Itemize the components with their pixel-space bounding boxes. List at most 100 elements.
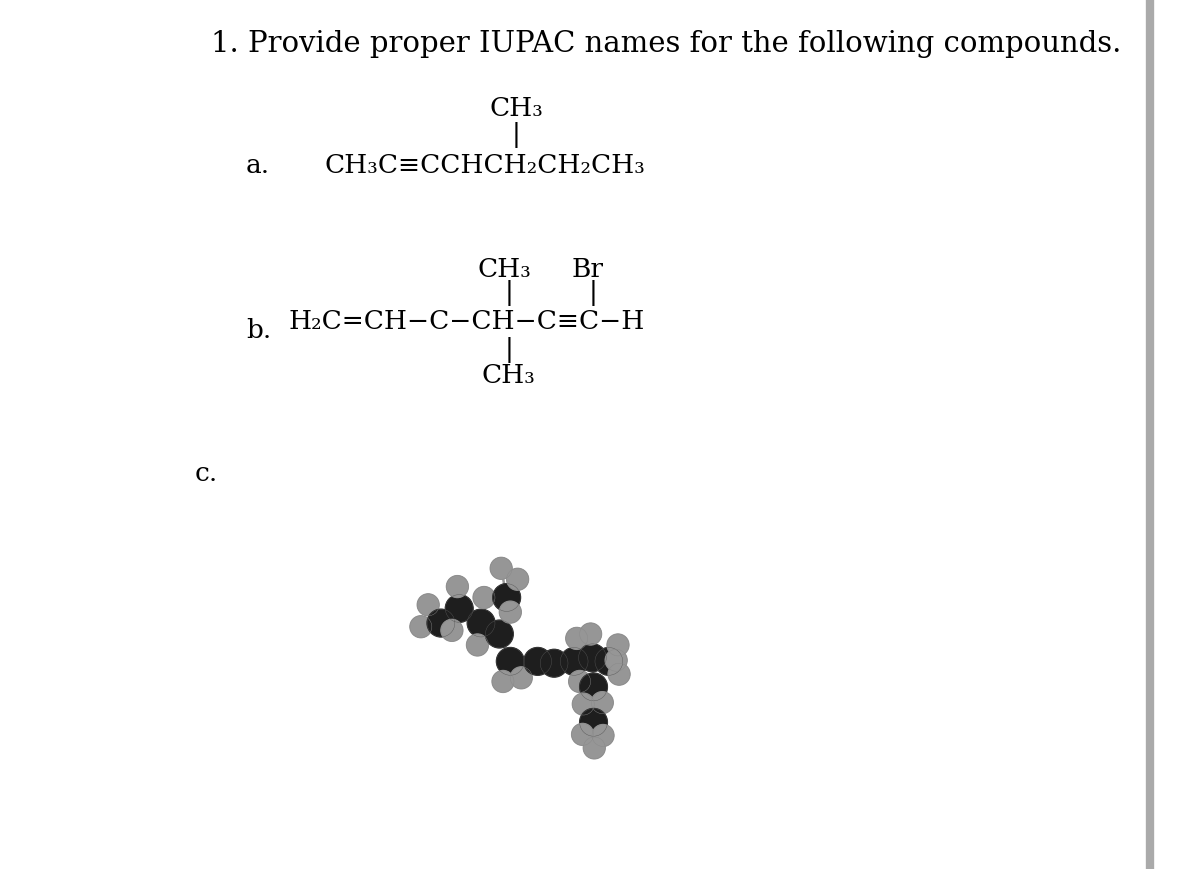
Circle shape — [590, 717, 599, 725]
Circle shape — [499, 564, 505, 570]
Circle shape — [505, 654, 517, 667]
Circle shape — [472, 613, 492, 632]
Circle shape — [508, 569, 528, 589]
Circle shape — [478, 642, 480, 645]
Circle shape — [492, 671, 514, 693]
Circle shape — [484, 594, 487, 598]
Circle shape — [589, 680, 600, 691]
Circle shape — [589, 652, 599, 661]
Circle shape — [500, 565, 505, 569]
Circle shape — [614, 668, 625, 679]
Circle shape — [575, 726, 592, 742]
Circle shape — [576, 676, 586, 685]
Circle shape — [550, 656, 562, 668]
Circle shape — [455, 582, 462, 588]
Circle shape — [511, 572, 526, 586]
Circle shape — [580, 699, 589, 707]
Circle shape — [497, 674, 510, 687]
Circle shape — [421, 597, 436, 612]
Circle shape — [482, 594, 488, 599]
Circle shape — [493, 626, 508, 640]
Circle shape — [587, 650, 600, 664]
Circle shape — [505, 593, 511, 600]
Circle shape — [439, 618, 446, 625]
Circle shape — [446, 596, 472, 620]
Circle shape — [419, 594, 438, 614]
Circle shape — [575, 694, 593, 713]
Circle shape — [493, 584, 520, 611]
Circle shape — [593, 719, 598, 723]
Circle shape — [530, 653, 547, 669]
Circle shape — [420, 596, 437, 614]
Circle shape — [419, 595, 438, 614]
Circle shape — [508, 595, 509, 596]
Circle shape — [590, 742, 600, 752]
Circle shape — [427, 601, 432, 606]
Circle shape — [512, 573, 524, 585]
Circle shape — [510, 609, 514, 613]
Circle shape — [496, 627, 505, 638]
Circle shape — [443, 620, 462, 640]
Circle shape — [419, 623, 425, 628]
Circle shape — [618, 670, 623, 676]
Circle shape — [607, 651, 625, 669]
Circle shape — [438, 617, 448, 627]
Circle shape — [479, 591, 491, 602]
Circle shape — [614, 656, 620, 662]
Circle shape — [617, 641, 622, 647]
Circle shape — [574, 673, 587, 688]
Circle shape — [594, 726, 612, 745]
Circle shape — [511, 572, 524, 585]
Circle shape — [456, 602, 466, 612]
Circle shape — [418, 622, 426, 629]
Circle shape — [499, 649, 522, 673]
Circle shape — [587, 628, 596, 638]
Circle shape — [510, 608, 514, 613]
Circle shape — [414, 619, 430, 634]
Circle shape — [587, 713, 602, 729]
Circle shape — [425, 600, 433, 608]
Circle shape — [449, 598, 470, 619]
Circle shape — [448, 624, 458, 635]
Circle shape — [418, 621, 426, 630]
Circle shape — [476, 589, 492, 605]
Circle shape — [600, 652, 618, 670]
Circle shape — [616, 657, 619, 661]
Circle shape — [571, 723, 594, 746]
Circle shape — [470, 637, 485, 652]
Text: |: | — [504, 280, 514, 306]
Circle shape — [431, 612, 452, 633]
Circle shape — [516, 672, 528, 682]
Circle shape — [616, 668, 625, 678]
Circle shape — [470, 637, 486, 652]
Circle shape — [599, 697, 608, 706]
Circle shape — [605, 655, 616, 665]
Circle shape — [491, 558, 511, 579]
Circle shape — [547, 654, 563, 671]
Circle shape — [590, 742, 600, 752]
Circle shape — [593, 693, 612, 713]
Text: H₂C=CH−C−CH−C≡C−H: H₂C=CH−C−CH−C≡C−H — [288, 309, 644, 334]
Circle shape — [478, 590, 492, 604]
Circle shape — [601, 732, 607, 737]
Circle shape — [509, 570, 527, 587]
Circle shape — [511, 658, 514, 661]
Circle shape — [580, 729, 588, 737]
Circle shape — [546, 653, 564, 672]
Circle shape — [612, 666, 628, 681]
Circle shape — [601, 653, 618, 669]
Circle shape — [613, 655, 622, 663]
Circle shape — [486, 620, 512, 647]
Circle shape — [538, 658, 541, 661]
Circle shape — [598, 729, 610, 740]
Circle shape — [572, 673, 588, 688]
Text: CH₃: CH₃ — [478, 257, 530, 282]
Circle shape — [476, 589, 493, 606]
Circle shape — [570, 654, 581, 666]
Circle shape — [469, 611, 493, 634]
Circle shape — [600, 651, 619, 671]
Circle shape — [605, 654, 616, 666]
Circle shape — [454, 601, 467, 614]
Circle shape — [580, 645, 605, 670]
Circle shape — [598, 650, 620, 672]
